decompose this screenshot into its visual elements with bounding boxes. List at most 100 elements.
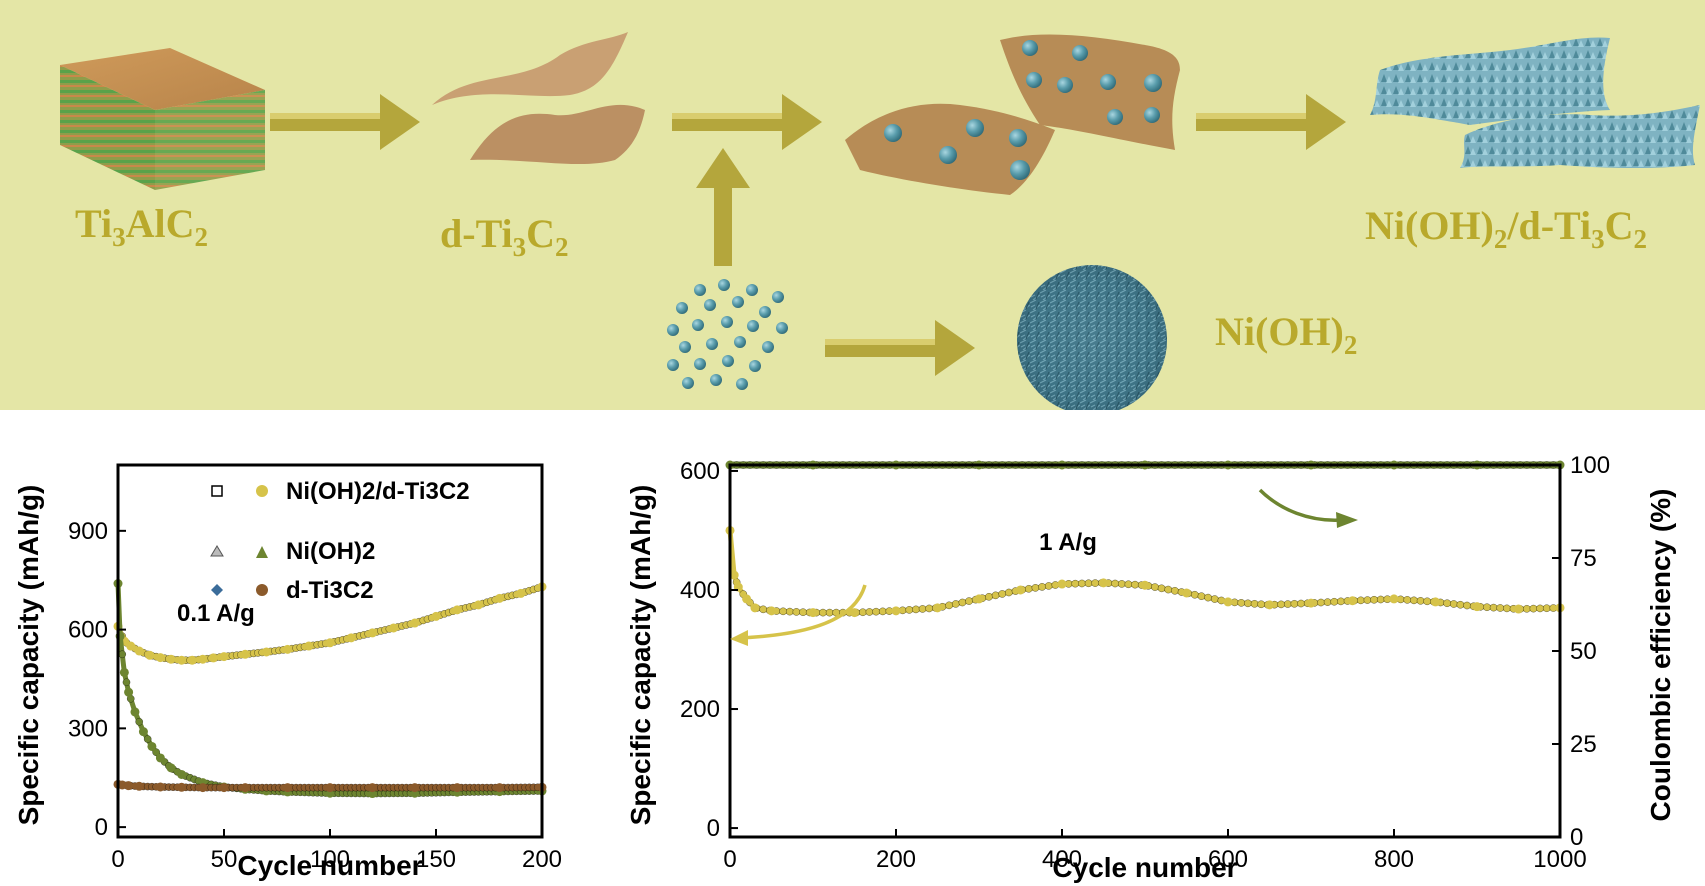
y-tick-label: 400 [680, 577, 720, 604]
chart-left-annotation: 0.1 A/g [177, 600, 255, 627]
chart-right-ylabel: Specific capacity (mAh/g) [625, 485, 656, 826]
y-tick-label: 0 [95, 814, 108, 841]
data-point [325, 638, 335, 648]
data-point [138, 727, 148, 737]
series-0-point [1403, 596, 1412, 604]
legend-label-composite: Ni(OH)2/d-Ti3C2 [286, 478, 470, 505]
chart-left-plot-area [113, 579, 547, 799]
data-point [198, 654, 208, 664]
series-0-point [1131, 580, 1139, 589]
series-0-point [1277, 600, 1285, 609]
series-0-point [1443, 599, 1451, 608]
chart-right-plot-area [725, 460, 1565, 618]
ion-cloud [667, 279, 788, 390]
data-point [346, 633, 356, 643]
data-point [126, 641, 136, 651]
legend-marker-composite [211, 485, 268, 497]
data-point [452, 783, 462, 793]
series-2 [113, 779, 547, 793]
series-0-point [1005, 588, 1013, 597]
data-point [155, 782, 165, 792]
series-0-point [1078, 579, 1086, 588]
y-tick-label: 900 [68, 518, 108, 545]
series-0-point [865, 608, 874, 616]
y-tick-label: 200 [680, 696, 720, 723]
series-0-point [1237, 598, 1246, 607]
series-0-point [1449, 600, 1458, 608]
chart-right-xlabel: Cycle number [1052, 852, 1237, 883]
series-0-point [1151, 583, 1159, 591]
chart-right-frame [728, 463, 1562, 839]
data-point [177, 782, 187, 792]
data-point [325, 783, 335, 793]
data-point [367, 783, 377, 793]
legend-marker-nioh2 [210, 545, 268, 558]
x-tick-label: 0 [723, 846, 736, 873]
series-0-point [998, 590, 1007, 598]
series-0-point [1084, 579, 1093, 588]
data-point [177, 655, 187, 665]
y2-tick-label: 0 [1570, 824, 1583, 851]
series-0 [725, 525, 1565, 618]
data-point [240, 649, 250, 659]
x-tick-label: 0 [111, 846, 124, 873]
data-point [124, 781, 134, 791]
legend-label-dti3c2: d-Ti3C2 [286, 577, 374, 604]
series-0-point [945, 601, 953, 610]
data-point [1431, 597, 1440, 607]
data-point [767, 606, 776, 616]
series-0-point [1423, 597, 1432, 606]
nioh2-sphere [1017, 265, 1167, 410]
data-point [808, 608, 818, 618]
dti3c2-flakes [432, 32, 645, 165]
chart-right-y-ticks: 0 200 400 600 [680, 458, 738, 842]
series-0-point [878, 607, 887, 616]
series-0-point [1370, 595, 1378, 604]
data-point [1472, 602, 1482, 612]
data-point [124, 687, 134, 697]
series-0 [113, 582, 547, 665]
legend-marker-dti3c2 [211, 584, 268, 596]
series-0-point [1536, 604, 1544, 613]
data-point [219, 783, 229, 793]
y-tick-label: 600 [680, 458, 720, 485]
arrow-to-left-axis [737, 584, 867, 640]
data-point [1099, 578, 1108, 588]
data-point [240, 783, 250, 793]
series-0-point [1330, 597, 1339, 606]
chart-left-y-ticks: 0 300 600 900 [68, 518, 126, 841]
series-0-point [985, 592, 993, 601]
arrow-4 [825, 320, 975, 376]
series-1 [113, 579, 547, 799]
data-point [134, 646, 144, 656]
data-point [933, 603, 942, 613]
data-point [495, 783, 505, 793]
data-point [1514, 604, 1523, 614]
series-0-point [1283, 600, 1292, 608]
x-tick-label: 800 [1374, 846, 1414, 873]
series-0-point [1197, 592, 1206, 601]
series-0-point [1376, 595, 1385, 604]
data-point [166, 654, 176, 664]
composite-flakes [1370, 37, 1700, 169]
series-0-point [759, 605, 768, 614]
series-0-point [1038, 583, 1046, 591]
series-0-point [799, 608, 807, 617]
series-0-point [1542, 604, 1551, 613]
series-0-point [958, 598, 967, 607]
series-0-point [918, 605, 927, 613]
data-point [134, 781, 144, 791]
series-1-point [152, 748, 161, 757]
data-point [1265, 600, 1274, 610]
series-0-point [1356, 596, 1365, 605]
x-tick-label: 1000 [1533, 846, 1586, 873]
series-0-point [1323, 598, 1332, 606]
series-0-point [1117, 580, 1126, 588]
series-1-point [143, 735, 152, 743]
series-0-point [1337, 597, 1345, 606]
series-0-point [951, 600, 960, 608]
data-point [1182, 588, 1191, 598]
data-point [452, 605, 462, 615]
data-point [1389, 594, 1399, 604]
